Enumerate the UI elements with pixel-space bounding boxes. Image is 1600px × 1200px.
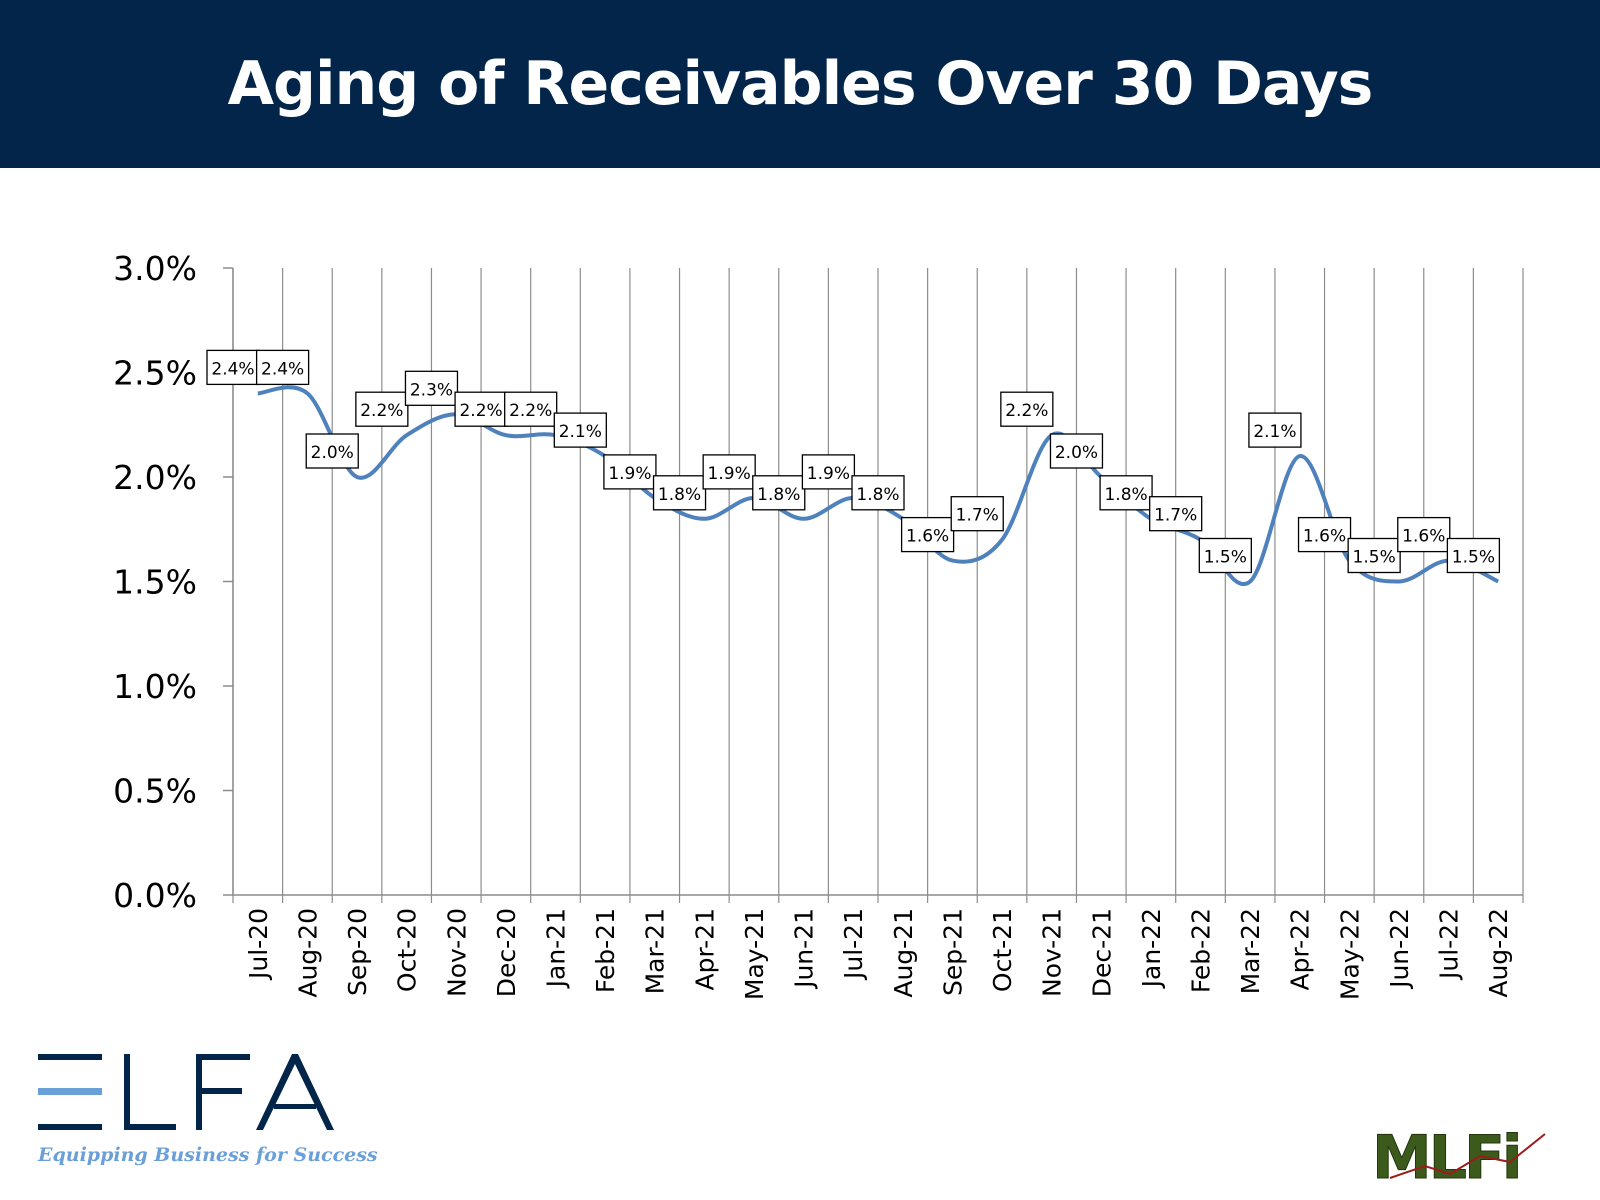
data-label: 2.4% [255, 349, 310, 386]
x-tick-label: Jun-22 [1385, 908, 1414, 990]
x-tick-label: Aug-21 [889, 908, 918, 998]
data-label: 2.1% [1248, 412, 1302, 448]
data-label-text: 2.1% [559, 422, 602, 442]
x-tick-label: Feb-22 [1187, 908, 1216, 993]
x-tick-label: May-21 [740, 908, 769, 1000]
data-label-text: 1.7% [1154, 506, 1197, 526]
x-tick-label: Feb-21 [591, 908, 620, 993]
x-tick-label: Nov-20 [442, 908, 471, 997]
data-label-text: 2.2% [1005, 401, 1048, 421]
data-label-text: 1.8% [658, 485, 701, 505]
x-tick-label: Aug-20 [293, 908, 322, 998]
data-label: 1.5% [1347, 537, 1401, 574]
data-label-text: 2.3% [410, 380, 453, 400]
chart-axes: 0.0% 0.5% 1.0% 1.5% 2.0% 2.5% 3.0% Jul-20 Aug-20… [113, 249, 1524, 1000]
x-tick-label: Oct-20 [393, 908, 422, 992]
y-tick-label: 0.5% [113, 772, 197, 811]
x-tick-label: Jan-22 [1137, 908, 1166, 989]
data-label-text: 1.6% [1303, 527, 1346, 547]
y-tick-label: 1.0% [113, 667, 197, 706]
data-label-text: 1.9% [807, 464, 850, 484]
data-label: 1.9% [603, 454, 657, 490]
chart-grid [232, 268, 1524, 895]
mlfi-logo: MLFi [1372, 1123, 1546, 1190]
data-label-text: 1.6% [1402, 527, 1445, 547]
data-label: 2.2% [355, 391, 409, 427]
x-tick-label: Apr-21 [690, 908, 719, 990]
page-title: Aging of Receivables Over 30 Days [227, 49, 1374, 119]
data-label-text: 1.5% [1452, 548, 1495, 568]
data-label-text: 1.8% [757, 485, 800, 505]
data-label-text: 2.2% [360, 401, 403, 421]
data-label-text: 2.0% [311, 443, 354, 463]
data-label: 2.0% [1049, 433, 1104, 469]
x-tick-label: Oct-21 [988, 908, 1017, 992]
data-label: 1.8% [652, 475, 707, 511]
data-label-text: 1.9% [608, 464, 651, 484]
data-label-text: 2.0% [1055, 443, 1098, 463]
x-tick-label: Sep-21 [938, 908, 967, 996]
x-tick-label: Jul-22 [1435, 908, 1464, 981]
data-label-text: 1.7% [956, 506, 999, 526]
data-label: 1.9% [702, 454, 756, 490]
x-tick-label: Aug-22 [1484, 908, 1513, 998]
data-label-text: 1.5% [1353, 548, 1396, 568]
data-label-text: 1.6% [906, 527, 949, 547]
data-label: 1.8% [1099, 475, 1153, 511]
x-tick-label: Nov-21 [1038, 908, 1067, 997]
data-label: 1.7% [1149, 496, 1203, 532]
x-tick-label: Jul-20 [244, 908, 273, 981]
x-tick-label: Mar-21 [641, 908, 670, 994]
elfa-logo-mark [38, 1054, 334, 1130]
data-label: 1.6% [900, 516, 955, 553]
svg-text:MLFi: MLFi [1372, 1123, 1520, 1190]
data-label: 2.4% [206, 349, 260, 386]
x-tick-label: Mar-22 [1236, 908, 1265, 994]
data-label: 2.3% [404, 370, 459, 406]
data-label-text: 1.9% [708, 464, 751, 484]
data-label: 1.7% [950, 496, 1004, 532]
data-label-text: 2.4% [261, 359, 304, 379]
x-tick-label: Dec-21 [1087, 908, 1116, 997]
y-tick-label: 2.0% [113, 458, 197, 497]
y-tick-label: 3.0% [113, 249, 197, 288]
y-tick-label: 2.5% [113, 354, 197, 393]
x-tick-label: Sep-20 [343, 908, 372, 996]
data-label: 2.2% [504, 391, 558, 427]
x-tick-label: Jun-21 [790, 908, 819, 990]
data-label-text: 2.4% [211, 359, 254, 379]
data-label-text: 2.1% [1253, 422, 1296, 442]
elfa-logo: Equipping Business for Success [36, 1048, 378, 1168]
data-label: 2.2% [1000, 391, 1054, 427]
data-label: 2.1% [553, 412, 607, 448]
data-label: 1.5% [1446, 537, 1501, 574]
data-label: 2.2% [454, 391, 508, 427]
data-label-text: 1.8% [1104, 485, 1147, 505]
data-label: 1.6% [1397, 516, 1451, 553]
elfa-tagline: Equipping Business for Success [38, 1144, 378, 1166]
data-label: 2.0% [305, 433, 359, 469]
data-label: 1.9% [801, 454, 856, 490]
data-label-text: 1.5% [1204, 548, 1247, 568]
data-label: 1.5% [1198, 537, 1252, 574]
x-tick-label: Dec-20 [492, 908, 521, 997]
data-label: 1.8% [752, 475, 806, 511]
y-tick-label: 1.5% [113, 563, 197, 602]
y-tick-label: 0.0% [113, 876, 197, 915]
data-label-text: 2.2% [459, 401, 502, 421]
data-label: 1.8% [851, 475, 905, 511]
chart-data-labels: 2.4% 2.4% 2.0% 2.2% 2.3% 2.2% 2.2% 2.1% 1.9% 1.8%… [206, 349, 1501, 574]
x-tick-label: Apr-22 [1286, 908, 1315, 990]
data-label-text: 1.8% [856, 485, 899, 505]
line-chart: 0.0% 0.5% 1.0% 1.5% 2.0% 2.5% 3.0% Jul-20 Aug-20… [113, 249, 1524, 1000]
x-tick-label: May-22 [1335, 908, 1364, 1000]
data-label-text: 2.2% [509, 401, 552, 421]
x-tick-label: Jan-21 [542, 908, 571, 989]
data-label: 1.6% [1297, 516, 1352, 553]
x-tick-label: Jul-21 [839, 908, 868, 981]
title-banner: Aging of Receivables Over 30 Days [0, 0, 1600, 168]
